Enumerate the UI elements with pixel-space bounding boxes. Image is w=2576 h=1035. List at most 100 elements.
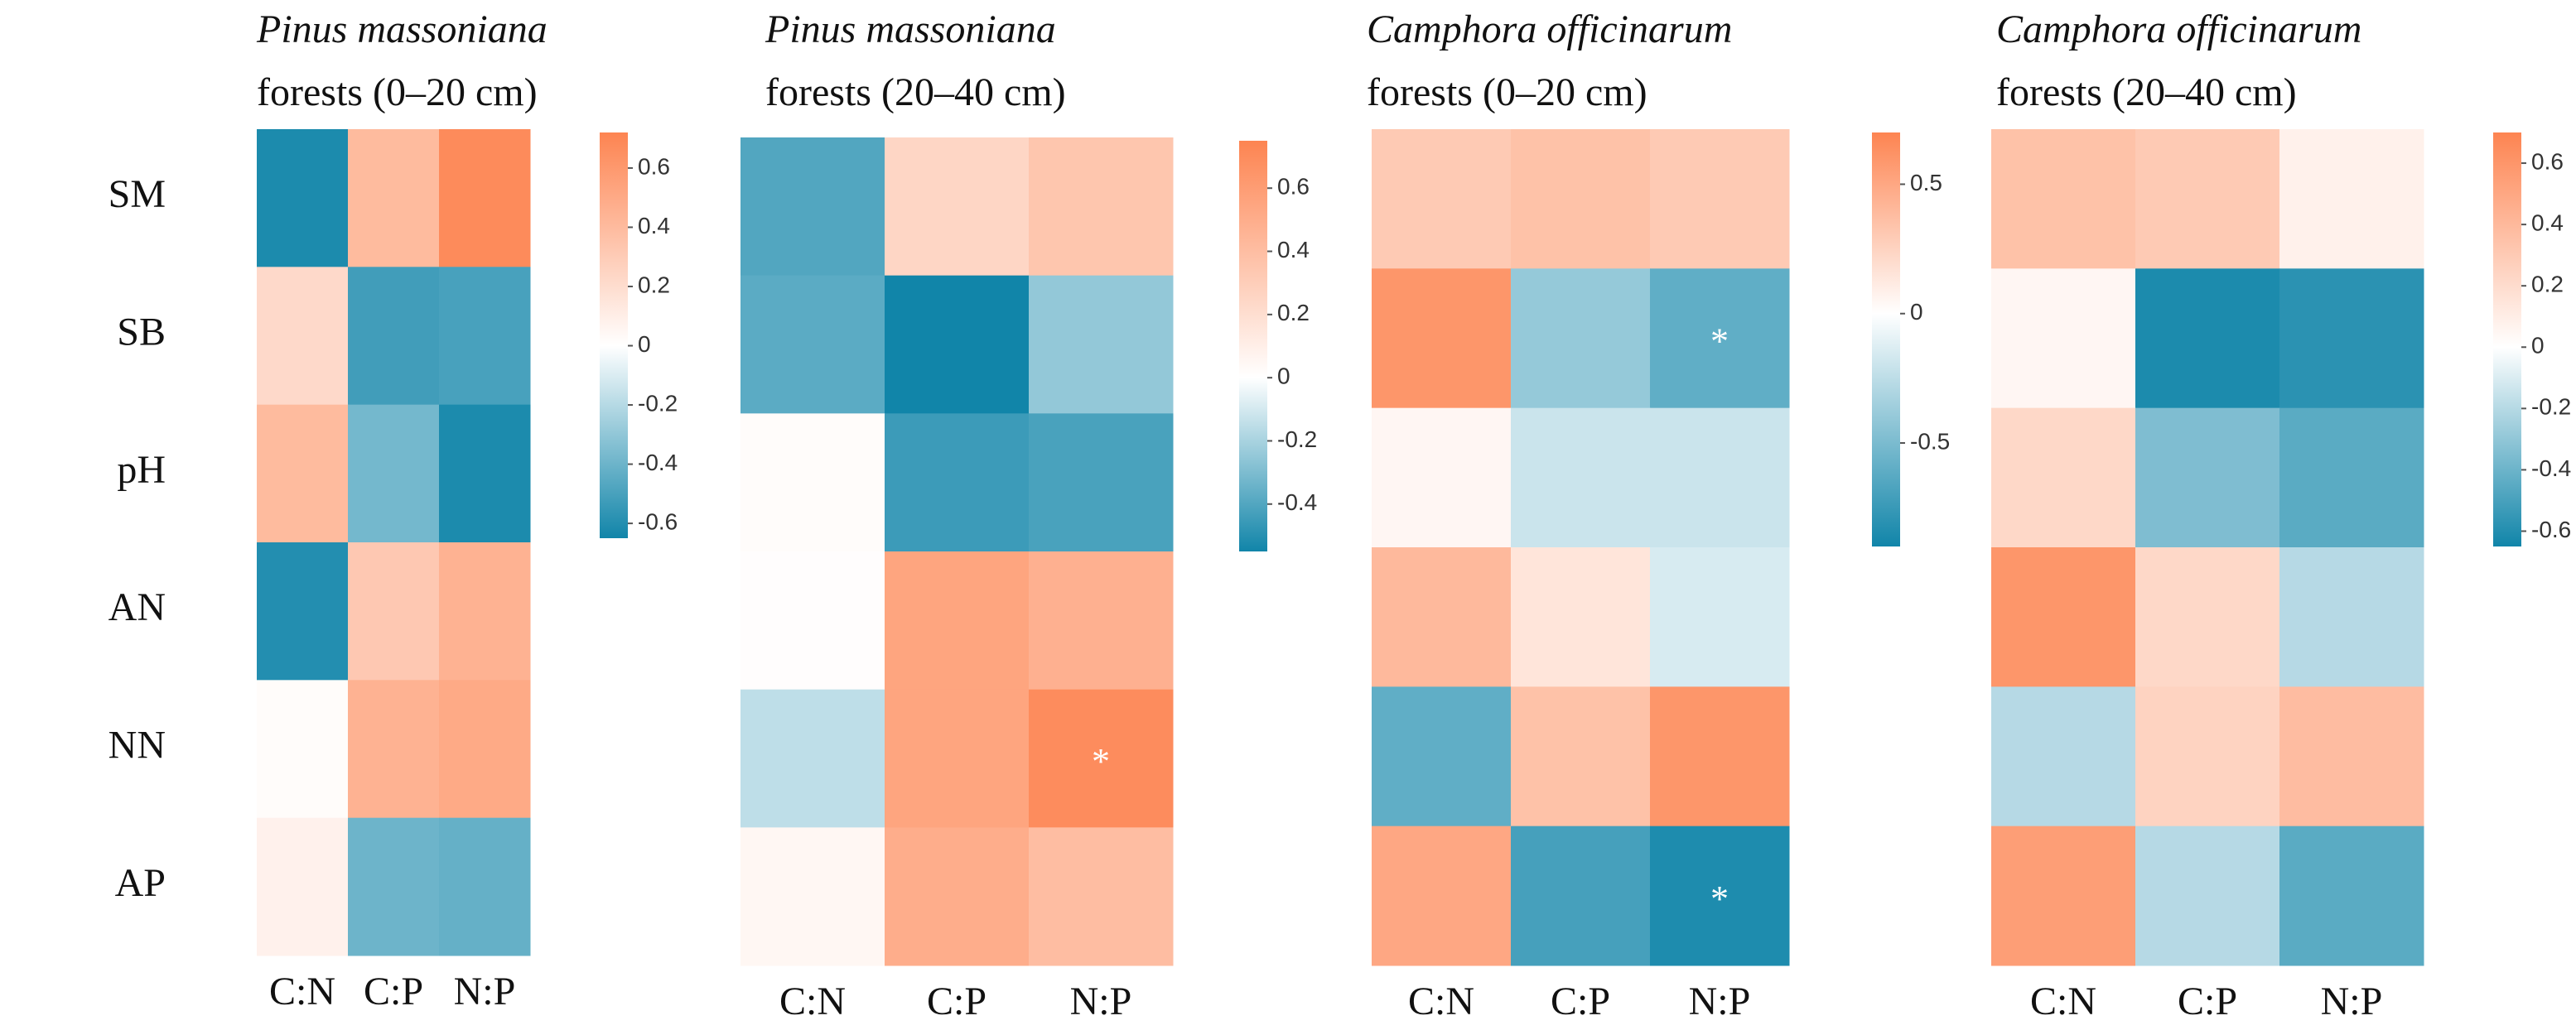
heatmap-cell (257, 680, 349, 819)
heatmap-cell (1372, 826, 1512, 966)
significance-mark: * (1710, 879, 1729, 919)
colorbar-tick-label: 0.2 (1277, 300, 1310, 325)
heatmap-cell (1029, 275, 1174, 414)
colorbar-tick-label: 0 (1910, 299, 1923, 325)
colorbar-tick-label: -0.4 (638, 450, 678, 475)
colorbar-tick-label: 0 (638, 331, 651, 357)
panel-title: forests (20–40 cm) (765, 70, 1066, 114)
panel-title-species: Pinus massoniana (256, 7, 548, 51)
x-tick-label: C:P (927, 980, 987, 1023)
colorbar-tick-label: -0.6 (638, 509, 678, 535)
heatmap-cell (439, 129, 531, 267)
panel-title: forests (0–20 cm) (257, 70, 538, 114)
heatmap-cell (1650, 547, 1790, 687)
heatmap-cell (439, 267, 531, 406)
heatmap-cell (257, 817, 349, 956)
heatmap-cell (2279, 826, 2424, 966)
heatmap-cell (1991, 547, 2136, 687)
heatmap-cell (885, 827, 1030, 966)
heatmap-cell (740, 137, 885, 277)
heatmap-cell (1372, 129, 1512, 269)
heatmap-cell (348, 680, 440, 819)
x-tick-label: C:P (364, 970, 423, 1013)
colorbar-tick-label: -0.5 (1910, 428, 1950, 454)
heatmap-cell (885, 551, 1030, 691)
heatmap-cell (2135, 826, 2280, 966)
colorbar-tick-label: -0.2 (638, 390, 678, 416)
heatmap-cell (348, 129, 440, 267)
heatmap-cell (348, 267, 440, 406)
colorbar-tick-label: 0.4 (1277, 237, 1310, 262)
heatmap-cell (1650, 686, 1790, 827)
heatmap-cell (1650, 268, 1790, 409)
heatmap-cell (1650, 129, 1790, 269)
x-tick-label: N:P (2321, 980, 2383, 1023)
heatmap-cell (1029, 827, 1174, 966)
heatmap-cell (348, 404, 440, 543)
colorbar (1872, 132, 1900, 546)
y-tick-label: NN (109, 724, 166, 768)
heatmap-cell (2135, 268, 2280, 409)
colorbar-tick-label: 0.2 (638, 272, 670, 297)
heatmap-cell (1991, 407, 2136, 548)
heatmap-cell (2135, 129, 2280, 269)
y-tick-label: AN (109, 585, 166, 629)
heatmap-cell (257, 267, 349, 406)
panel-title-species: Pinus massoniana (765, 7, 1056, 51)
colorbar-tick-label: 0.6 (1277, 174, 1310, 200)
heatmap-cell (1650, 407, 1790, 548)
colorbar (1239, 141, 1267, 551)
heatmap-cell (257, 129, 349, 267)
x-tick-label: C:N (2030, 980, 2096, 1023)
heatmap-cell (257, 404, 349, 543)
panel-title-species: Camphora officinarum (1996, 7, 2361, 51)
heatmap-cell (1372, 686, 1512, 827)
heatmap-cell (439, 404, 531, 543)
heatmap-cell (1511, 129, 1651, 269)
x-tick-label: C:P (2178, 980, 2237, 1023)
x-tick-label: C:N (779, 980, 846, 1023)
heatmap-cell (1511, 826, 1651, 966)
panel-title-species: Camphora officinarum (1367, 7, 1732, 51)
heatmap-cell (1650, 826, 1790, 966)
x-tick-label: C:P (1551, 980, 1610, 1023)
x-tick-label: N:P (454, 970, 516, 1013)
x-tick-label: N:P (1689, 980, 1751, 1023)
heatmap-cell (740, 275, 885, 414)
heatmap-cell (439, 817, 531, 956)
heatmap-cell (1991, 129, 2136, 269)
significance-mark: * (1092, 741, 1110, 782)
colorbar-tick-label: 0.4 (2531, 210, 2564, 236)
colorbar-tick-label: -0.2 (2531, 394, 2571, 420)
heatmap-cell (348, 817, 440, 956)
heatmap-cell (439, 680, 531, 819)
heatmap-cell (2135, 686, 2280, 827)
heatmap-cell (1511, 407, 1651, 548)
colorbar-tick-label: 0.6 (638, 153, 670, 179)
significance-mark: * (1710, 321, 1729, 362)
colorbar (2493, 132, 2521, 546)
colorbar-tick-label: -0.6 (2531, 517, 2571, 542)
heatmap-cell (1991, 686, 2136, 827)
heatmap-cell (740, 827, 885, 966)
x-tick-label: C:N (269, 970, 335, 1013)
heatmap-cell (1372, 268, 1512, 409)
heatmap-cell (1991, 826, 2136, 966)
heatmap-cell (1991, 268, 2136, 409)
colorbar-tick-label: 0.5 (1910, 170, 1942, 195)
heatmap-cell (885, 689, 1030, 828)
heatmap-cell (348, 542, 440, 681)
y-tick-label: pH (117, 448, 166, 492)
colorbar-tick-label: -0.4 (2531, 455, 2571, 481)
colorbar-tick-label: 0 (1277, 363, 1290, 389)
heatmap-cell (1029, 137, 1174, 277)
colorbar-tick-label: 0 (2531, 333, 2545, 359)
x-tick-label: C:N (1408, 980, 1474, 1023)
heatmap-cell (740, 689, 885, 828)
heatmap-cell (740, 551, 885, 691)
colorbar (600, 132, 628, 538)
heatmap-cell (257, 542, 349, 681)
heatmap-cell (2279, 407, 2424, 548)
